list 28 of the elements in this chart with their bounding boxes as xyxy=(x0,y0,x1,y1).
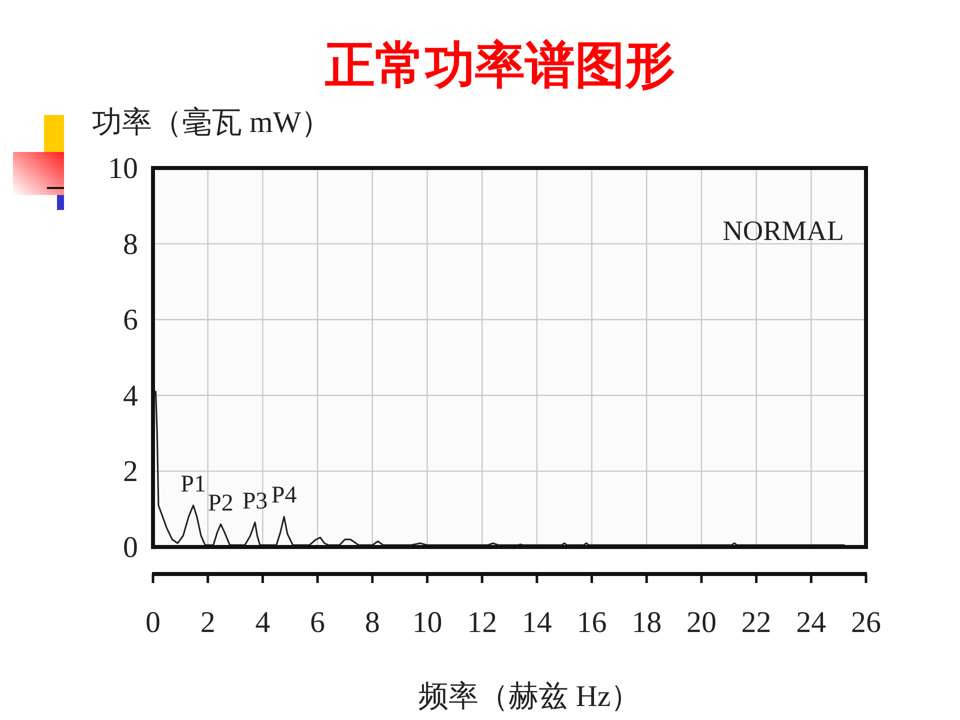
x-tick-label: 22 xyxy=(741,606,772,639)
x-tick-label: 4 xyxy=(255,606,270,639)
y-tick-label: 0 xyxy=(123,531,138,564)
y-tick-label: 10 xyxy=(108,152,138,185)
annotation: NORMAL xyxy=(722,216,844,247)
x-tick-label: 26 xyxy=(851,606,881,639)
x-tick-label: 20 xyxy=(686,606,716,639)
x-tick-label: 8 xyxy=(364,606,380,639)
y-tick-label: 4 xyxy=(123,379,138,412)
x-tick-label: 16 xyxy=(576,606,607,639)
x-tick-label: 14 xyxy=(522,606,552,639)
x-tick-label: 2 xyxy=(200,606,216,639)
annotation: P3 xyxy=(242,488,268,514)
x-axis-title: 频率（赫兹 Hz） xyxy=(418,680,641,713)
annotation: P4 xyxy=(271,482,297,509)
x-tick-label: 18 xyxy=(632,606,662,639)
y-tick-label: 8 xyxy=(123,228,138,261)
x-tick-label: 10 xyxy=(412,606,442,639)
x-tick-label: 0 xyxy=(146,606,160,639)
y-tick-label: 6 xyxy=(123,304,138,337)
x-tick-label: 6 xyxy=(310,606,326,639)
annotation: P2 xyxy=(208,490,234,516)
x-tick-label: 12 xyxy=(467,606,498,639)
y-tick-label: 2 xyxy=(123,455,138,488)
annotation: P1 xyxy=(180,471,206,498)
chart-title: 正常功率谱图形 xyxy=(324,36,675,94)
x-tick-label: 24 xyxy=(796,606,826,639)
y-axis-title: 功率（毫瓦 mW） xyxy=(92,106,332,139)
